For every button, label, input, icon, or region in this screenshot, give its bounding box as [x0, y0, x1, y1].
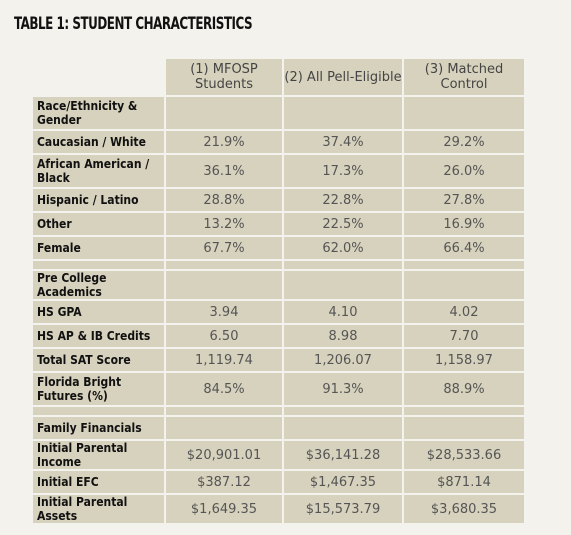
cell-value: 13.2% — [166, 213, 282, 235]
spacer-row — [33, 407, 524, 415]
section-heading-row: Pre College Academics — [33, 271, 524, 299]
cell-value: 17.3% — [284, 155, 402, 187]
cell-value: 66.4% — [404, 237, 524, 259]
row-label: HS AP & IB Credits — [33, 325, 164, 347]
cell-value: 22.8% — [284, 189, 402, 211]
cell-value: 22.5% — [284, 213, 402, 235]
cell-value: 88.9% — [404, 373, 524, 405]
table-row: Female 67.7% 62.0% 66.4% — [33, 237, 524, 259]
spacer-row — [33, 261, 524, 269]
table-row: Initial Parental Income $20,901.01 $36,1… — [33, 441, 524, 469]
cell-value: 7.70 — [404, 325, 524, 347]
section-heading-row: Race/Ethnicity & Gender — [33, 97, 524, 129]
cell-value: 1,158.97 — [404, 349, 524, 371]
row-label: Total SAT Score — [33, 349, 164, 371]
cell-value: 84.5% — [166, 373, 282, 405]
row-label: Initial Parental Income — [33, 441, 164, 469]
cell-value: 1,119.74 — [166, 349, 282, 371]
section-heading: Race/Ethnicity & Gender — [33, 97, 164, 129]
cell-value: $387.12 — [166, 471, 282, 493]
cell-value: $20,901.01 — [166, 441, 282, 469]
row-label: Florida Bright Futures (%) — [33, 373, 164, 405]
table-row: HS AP & IB Credits 6.50 8.98 7.70 — [33, 325, 524, 347]
section-heading: Family Financials — [33, 417, 164, 439]
cell-value: $1,649.35 — [166, 495, 282, 523]
cell-value: 29.2% — [404, 131, 524, 153]
table-row: HS GPA 3.94 4.10 4.02 — [33, 301, 524, 323]
cell-value: 3.94 — [166, 301, 282, 323]
table-row: African American / Black 36.1% 17.3% 26.… — [33, 155, 524, 187]
cell-value: 4.10 — [284, 301, 402, 323]
cell-value: 1,206.07 — [284, 349, 402, 371]
cell-value: 28.8% — [166, 189, 282, 211]
cell-value: 27.8% — [404, 189, 524, 211]
row-label: Other — [33, 213, 164, 235]
student-characteristics-table: (1) MFOSP Students (2) All Pell-Eligible… — [31, 57, 526, 525]
table-row: Initial Parental Assets $1,649.35 $15,57… — [33, 495, 524, 523]
row-label: Initial Parental Assets — [33, 495, 164, 523]
row-label: Female — [33, 237, 164, 259]
table-row: Other 13.2% 22.5% 16.9% — [33, 213, 524, 235]
cell-value: $36,141.28 — [284, 441, 402, 469]
cell-value: 62.0% — [284, 237, 402, 259]
cell-value: 91.3% — [284, 373, 402, 405]
row-label: Initial EFC — [33, 471, 164, 493]
cell-value: 21.9% — [166, 131, 282, 153]
table-row: Hispanic / Latino 28.8% 22.8% 27.8% — [33, 189, 524, 211]
header-corner — [33, 59, 164, 95]
row-label: African American / Black — [33, 155, 164, 187]
row-label: Hispanic / Latino — [33, 189, 164, 211]
cell-value: $28,533.66 — [404, 441, 524, 469]
cell-value: $3,680.35 — [404, 495, 524, 523]
table-row: Initial EFC $387.12 $1,467.35 $871.14 — [33, 471, 524, 493]
cell-value: $871.14 — [404, 471, 524, 493]
cell-value: 67.7% — [166, 237, 282, 259]
table-row: Caucasian / White 21.9% 37.4% 29.2% — [33, 131, 524, 153]
cell-value: 8.98 — [284, 325, 402, 347]
cell-value: 36.1% — [166, 155, 282, 187]
column-header-matched-control: (3) Matched Control — [404, 59, 524, 95]
table-row: Florida Bright Futures (%) 84.5% 91.3% 8… — [33, 373, 524, 405]
cell-value: 26.0% — [404, 155, 524, 187]
section-heading: Pre College Academics — [33, 271, 164, 299]
cell-value: 37.4% — [284, 131, 402, 153]
section-heading-row: Family Financials — [33, 417, 524, 439]
column-header-mfosp: (1) MFOSP Students — [166, 59, 282, 95]
table-title: TABLE 1: STUDENT CHARACTERISTICS — [14, 14, 253, 34]
row-label: Caucasian / White — [33, 131, 164, 153]
cell-value: 16.9% — [404, 213, 524, 235]
table-row: Total SAT Score 1,119.74 1,206.07 1,158.… — [33, 349, 524, 371]
cell-value: $15,573.79 — [284, 495, 402, 523]
cell-value: $1,467.35 — [284, 471, 402, 493]
row-label: HS GPA — [33, 301, 164, 323]
column-header-pell-eligible: (2) All Pell-Eligible — [284, 59, 402, 95]
cell-value: 6.50 — [166, 325, 282, 347]
cell-value: 4.02 — [404, 301, 524, 323]
